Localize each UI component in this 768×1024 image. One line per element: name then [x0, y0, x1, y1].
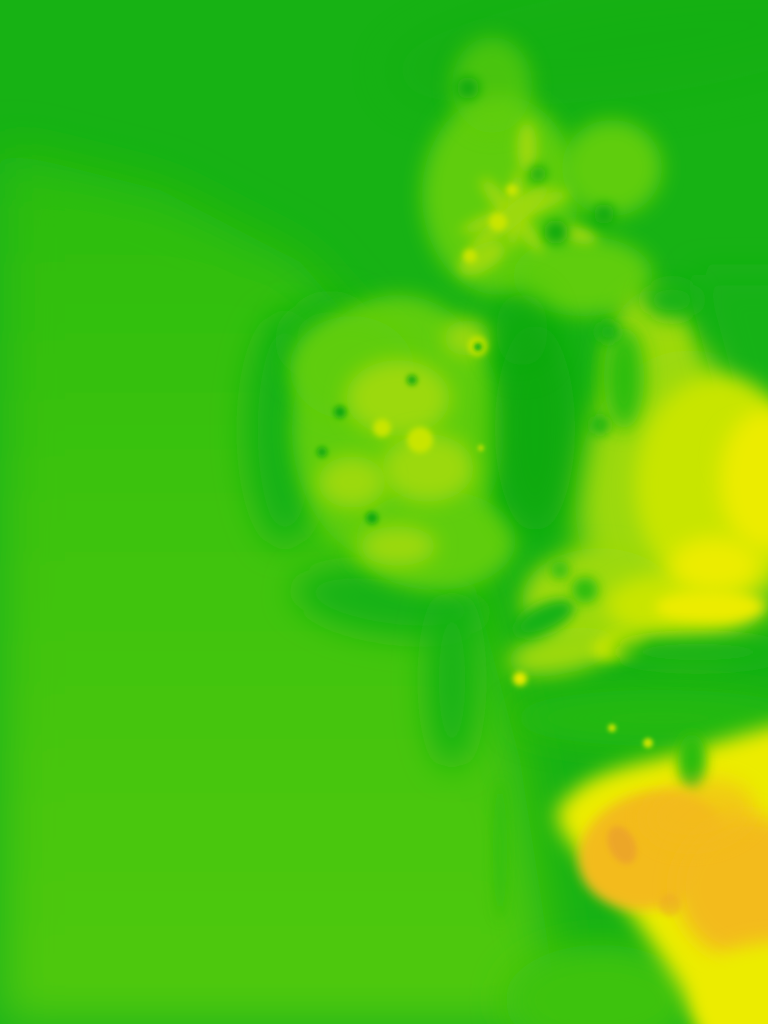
channel-islet — [608, 724, 616, 732]
region-ireland — [290, 295, 516, 590]
warm-spot — [373, 419, 391, 437]
cold-pocket — [594, 204, 614, 224]
scotland-northeast — [562, 120, 662, 216]
ireland-warm-patch — [346, 360, 450, 436]
sea-faint-streak — [493, 780, 507, 920]
region-england-wales — [495, 275, 768, 686]
pennines-cool-band — [604, 326, 644, 430]
warm-valley-spot — [506, 184, 518, 196]
south-coast-hot-band — [655, 591, 765, 623]
cold-speckle — [334, 406, 346, 418]
hot-spot — [659, 894, 681, 916]
glen-patch — [558, 225, 598, 245]
southwest-peninsula — [508, 627, 616, 677]
st-georges-channel-wedge — [428, 592, 476, 768]
sea-bottom-center — [505, 945, 695, 1024]
east-anglia-hot — [720, 410, 768, 550]
wales-cool-patch — [572, 577, 598, 603]
channel-coast-cool-band — [613, 637, 768, 667]
hot-speck — [478, 445, 484, 451]
region-scotland — [422, 37, 662, 316]
glen-patch — [517, 122, 537, 174]
cool-pocket — [597, 321, 619, 343]
north-channel-dark — [496, 292, 548, 368]
cold-speckle — [366, 512, 378, 524]
france-orange-east — [676, 816, 768, 960]
warm-valley-spot — [463, 249, 477, 263]
southeast-hot — [670, 537, 760, 593]
glen-streak — [469, 183, 551, 253]
ireland-warm-patch — [360, 526, 436, 566]
scotland-south — [513, 236, 653, 316]
irish-sea-dark — [495, 323, 575, 533]
wales-cool-patch — [551, 561, 569, 579]
bristol-channel-notch — [515, 599, 575, 637]
english-channel-band — [510, 690, 768, 746]
warm-spot — [407, 427, 433, 453]
ireland-warm-patch — [318, 456, 386, 508]
bottom-right-yellow-corner — [695, 943, 768, 1024]
scotland-north-tip — [452, 37, 532, 133]
lough-cold-dot — [474, 343, 482, 351]
sea-southwest-light-region — [0, 150, 560, 1024]
cornwall-tip-hot-spot — [513, 672, 527, 686]
region-brittany — [556, 724, 768, 1024]
channel-islet — [643, 738, 653, 748]
cold-pocket — [457, 77, 479, 99]
sea-inlet — [678, 734, 706, 790]
cold-speckle — [407, 375, 417, 385]
cool-pocket — [591, 416, 609, 434]
hottest-spot — [607, 826, 637, 864]
ireland-warm-patch — [382, 434, 474, 502]
cold-speckle — [317, 447, 327, 457]
cold-pocket — [544, 220, 568, 244]
sea-notch-northumberland — [644, 282, 700, 318]
cold-pocket — [530, 166, 546, 182]
orange-blend — [645, 779, 755, 845]
glen-patch — [458, 240, 506, 276]
warm-valley-spot — [489, 213, 507, 231]
